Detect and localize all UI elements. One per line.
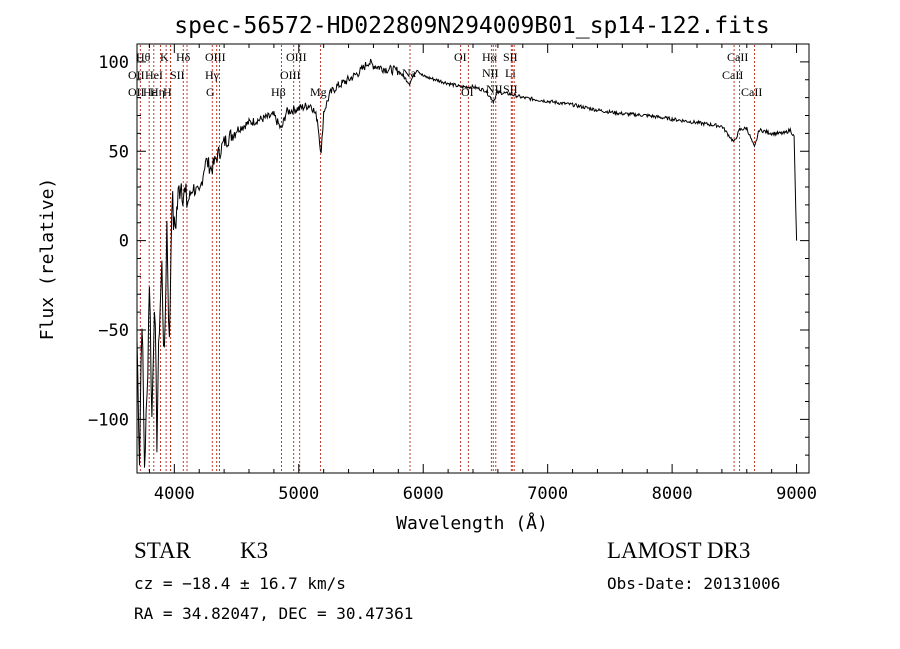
- x-tick-label: 5000: [278, 484, 319, 504]
- object-class: STAR: [134, 538, 191, 563]
- line-label: CaII: [722, 68, 743, 82]
- survey-name: LAMOST DR3: [607, 538, 751, 563]
- x-axis-ticks: 4000 5000 6000 7000 8000 9000: [148, 44, 817, 504]
- x-tick-label: 6000: [403, 484, 444, 504]
- line-label: Na: [402, 66, 417, 80]
- y-tick-label: 0: [119, 232, 129, 252]
- line-label: OI: [461, 85, 474, 99]
- y-axis-label: Flux (relative): [37, 178, 58, 341]
- line-label: Hθ: [136, 50, 151, 64]
- observation-date: Obs-Date: 20131006: [607, 574, 781, 593]
- line-label: HeI: [145, 68, 163, 82]
- y-tick-label: −100: [88, 410, 129, 430]
- x-tick-label: 7000: [527, 484, 568, 504]
- line-label: SII: [503, 50, 518, 64]
- line-label: SII: [503, 82, 518, 96]
- line-label: Hη: [150, 85, 165, 99]
- object-subclass: K3: [240, 538, 269, 563]
- line-label: H: [163, 85, 172, 99]
- spectral-line-markers: [139, 45, 755, 472]
- line-label: OI: [454, 50, 467, 64]
- line-label: OIII: [286, 50, 307, 64]
- x-tick-label: 8000: [652, 484, 693, 504]
- line-label: OIII: [205, 50, 226, 64]
- line-label: NII: [486, 82, 503, 96]
- y-axis-ticks: −100 −50 0 50 100: [88, 53, 809, 456]
- line-label: CaII: [741, 85, 762, 99]
- line-label: Hα: [482, 50, 498, 64]
- line-label: Hβ: [271, 85, 286, 99]
- x-tick-label: 4000: [154, 484, 195, 504]
- line-label: SII: [170, 68, 185, 82]
- line-label: Hε: [143, 85, 157, 99]
- x-tick-label: 9000: [776, 484, 817, 504]
- chart-title: spec-56572-HD022809N294009B01_sp14-122.f…: [174, 13, 769, 39]
- y-tick-label: 50: [109, 142, 129, 162]
- line-label: Hδ: [176, 50, 191, 64]
- x-axis-label: Wavelength (Å): [396, 512, 548, 534]
- spectrum-series: [136, 58, 798, 468]
- line-labels: Hθ K Hδ OIII OIII OII HeI SII Hγ OIII OI…: [128, 50, 762, 99]
- plot-frame: [136, 43, 810, 474]
- coordinates: RA = 34.82047, DEC = 30.47361: [134, 604, 414, 623]
- line-label: CaII: [727, 50, 748, 64]
- line-label: Mg: [310, 85, 327, 99]
- line-label: OIII: [280, 68, 301, 82]
- line-label: NII: [482, 66, 499, 80]
- line-label: OII: [128, 68, 145, 82]
- line-label: K: [160, 50, 169, 64]
- line-label: G: [206, 85, 215, 99]
- y-tick-label: −50: [98, 321, 129, 341]
- line-label: Hγ: [205, 68, 220, 82]
- spectrum-line: [136, 58, 798, 468]
- line-label: Li: [505, 66, 516, 80]
- redshift-value: cz = −18.4 ± 16.7 km/s: [134, 574, 346, 593]
- y-tick-label: 100: [98, 53, 129, 73]
- line-label: OII: [128, 85, 145, 99]
